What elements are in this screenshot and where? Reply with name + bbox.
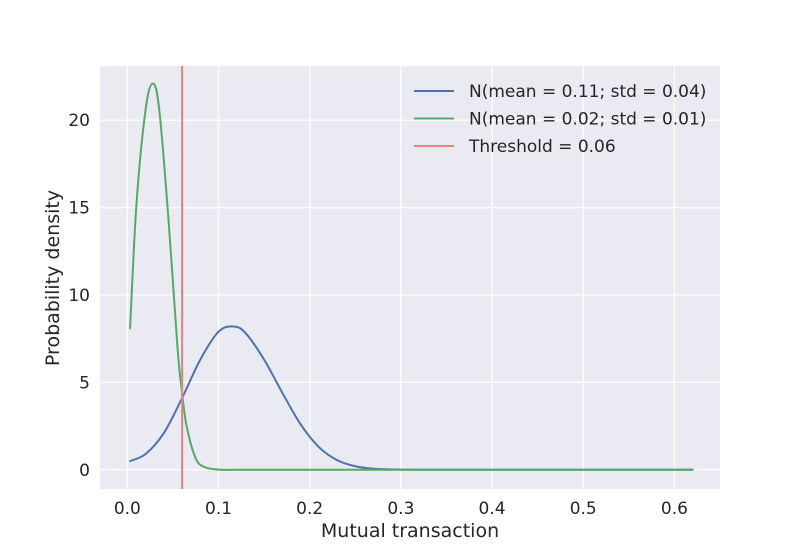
x-tick-label: 0.5: [570, 499, 597, 519]
x-tick-label: 0.4: [479, 499, 506, 519]
legend-label-3: Threshold = 0.06: [468, 137, 616, 157]
legend-label-1: N(mean = 0.11; std = 0.04): [469, 82, 706, 102]
y-axis-label: Probability density: [42, 190, 64, 366]
y-tick-label: 20: [68, 111, 90, 131]
y-tick-label: 15: [68, 199, 90, 219]
x-axis-label: Mutual transaction: [321, 520, 499, 542]
legend: N(mean = 0.11; std = 0.04) N(mean = 0.02;…: [414, 82, 706, 157]
y-tick-label: 0: [79, 461, 90, 481]
x-tick-label: 0.6: [661, 499, 688, 519]
x-tick-label: 0.1: [205, 499, 232, 519]
x-tick-label: 0.3: [387, 499, 414, 519]
legend-label-2: N(mean = 0.02; std = 0.01): [469, 110, 706, 130]
x-tick-label: 0.0: [114, 499, 141, 519]
plot-background: [100, 66, 720, 489]
y-tick-label: 10: [68, 286, 90, 306]
series-line-2: [129, 82, 694, 471]
y-tick-label: 5: [79, 373, 90, 393]
x-tick-label: 0.2: [296, 499, 323, 519]
